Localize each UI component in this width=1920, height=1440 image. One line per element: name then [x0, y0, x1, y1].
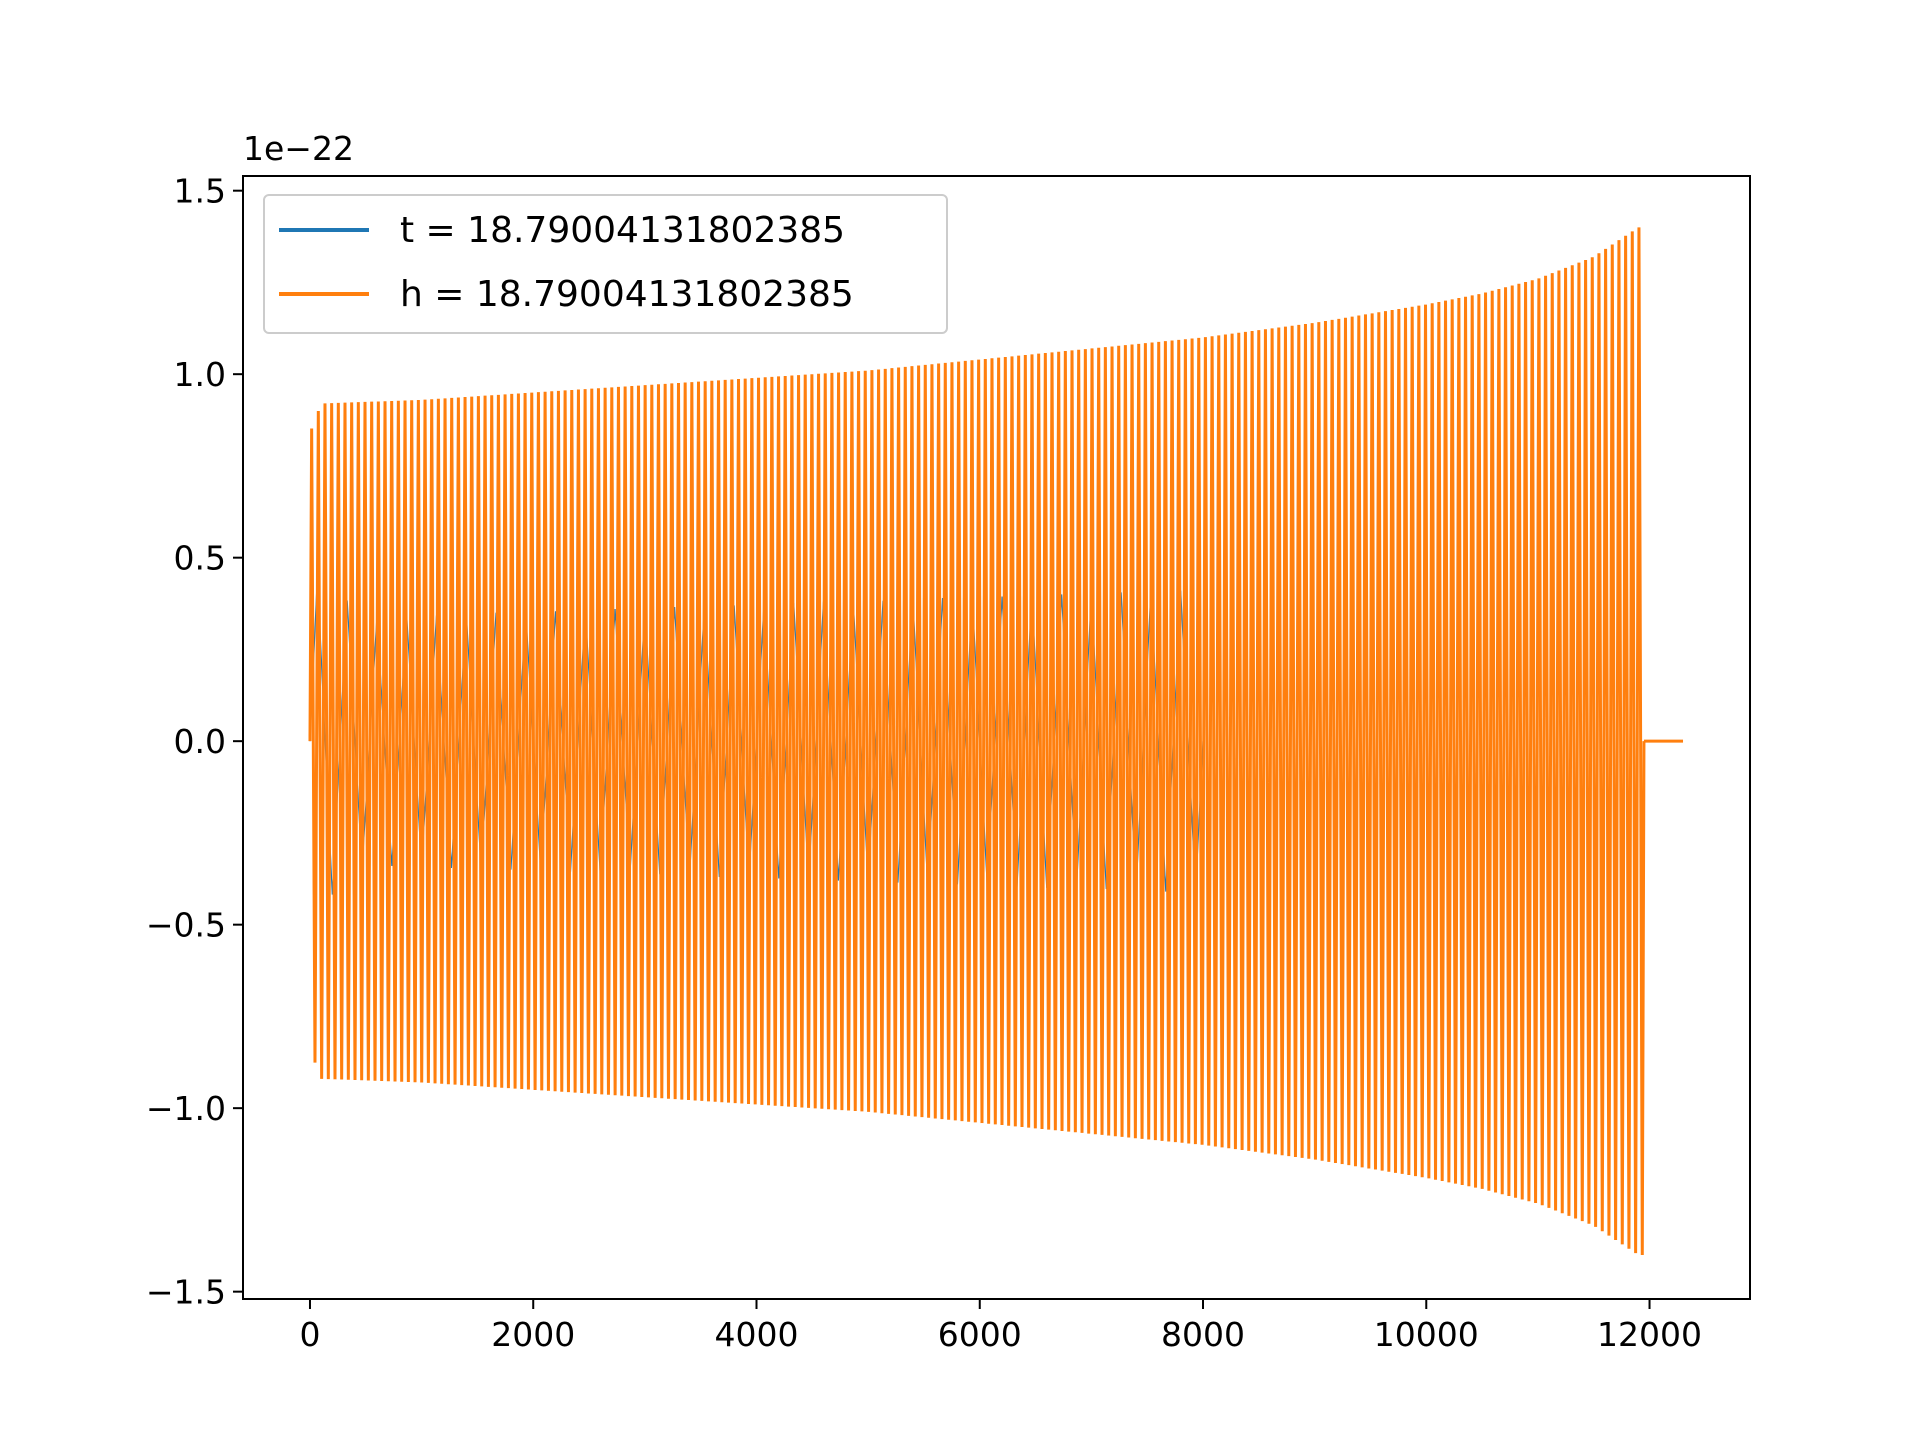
x-tick-label: 2000 [491, 1315, 575, 1354]
axes-frame [242, 175, 1751, 1300]
x-tick-label: 12000 [1597, 1315, 1702, 1354]
y-tick-label: −1.5 [146, 1273, 226, 1312]
y-tick-label: −1.0 [146, 1089, 226, 1128]
y-tick-label: 0.5 [174, 539, 226, 578]
legend-label-h: h = 18.79004131802385 [400, 274, 854, 315]
plot-series-layer [308, 227, 1684, 1255]
series-line-h [308, 227, 1646, 1255]
x-tick-label: 8000 [1161, 1315, 1245, 1354]
x-axis: 0 2000 4000 6000 8000 10000 12000 [299, 1299, 1702, 1354]
x-tick-label: 10000 [1374, 1315, 1479, 1354]
legend: t = 18.79004131802385 h = 18.79004131802… [263, 194, 948, 334]
y-tick-label: 0.0 [174, 722, 226, 761]
y-axis: −1.5 −1.0 −0.5 0.0 0.5 1.0 1.5 [146, 172, 243, 1312]
legend-box [263, 194, 948, 334]
x-tick-label: 6000 [938, 1315, 1022, 1354]
y-tick-label: −0.5 [146, 906, 226, 945]
y-offset-text: 1e−22 [243, 129, 354, 168]
y-tick-label: 1.5 [174, 172, 226, 211]
legend-label-t: t = 18.79004131802385 [400, 210, 845, 251]
x-tick-label: 0 [299, 1315, 320, 1354]
y-tick-label: 1.0 [174, 355, 226, 394]
x-tick-label: 4000 [715, 1315, 799, 1354]
